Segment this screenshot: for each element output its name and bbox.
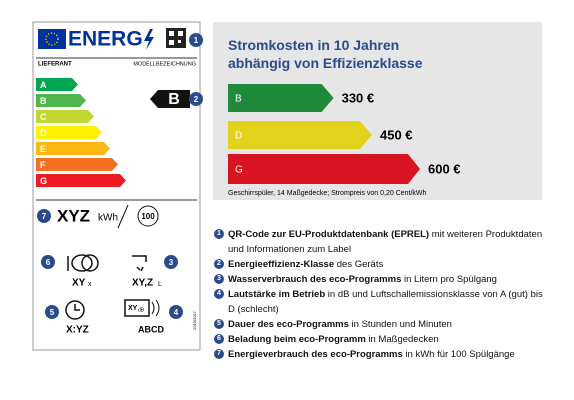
regulation: 2019/2017 bbox=[192, 310, 197, 330]
current-class: B bbox=[168, 91, 180, 108]
clock-icon bbox=[65, 300, 85, 320]
callout bbox=[41, 255, 55, 269]
cycle-icon bbox=[137, 205, 159, 227]
legend-bold: Lautstärke im Betrieb bbox=[228, 289, 326, 300]
callout-number: 7 bbox=[42, 212, 47, 221]
legend-text: des Geräts bbox=[334, 259, 384, 270]
class-letter: B bbox=[40, 96, 47, 106]
qr-code bbox=[166, 28, 186, 48]
energy: XYZ bbox=[57, 206, 90, 225]
value-label: 330 € bbox=[342, 90, 375, 105]
legend-bold: Wasserverbrauch des eco-Programms bbox=[228, 274, 402, 285]
callout-number: 6 bbox=[46, 258, 51, 267]
legend-text: in Litern pro Spülgang bbox=[401, 274, 497, 285]
duration: X:YZ bbox=[66, 325, 89, 336]
legend-number: 2 bbox=[214, 259, 224, 269]
callout-number: 5 bbox=[50, 308, 55, 317]
callout bbox=[169, 305, 183, 319]
bar-category: D bbox=[235, 131, 242, 142]
chart-note: Geschirrspüler, 14 Maßgedecke; Stromprei… bbox=[228, 190, 427, 197]
callout-number: 3 bbox=[169, 258, 174, 267]
legend-item: 4 Lautstärke im Betrieb in dB und Luftsch… bbox=[214, 287, 544, 317]
legend-text: in kWh für 100 Spülgänge bbox=[402, 349, 515, 360]
slash bbox=[117, 204, 129, 229]
legend-item: 7 Energieverbrauch des eco-Programms in k… bbox=[214, 347, 544, 362]
supplier: LIEFERANT bbox=[38, 62, 72, 68]
callout-number: 4 bbox=[174, 308, 179, 317]
legend-bold: QR-Code zur EU-Produktdatenbank (EPREL) bbox=[228, 229, 430, 240]
class-letter: F bbox=[40, 160, 46, 170]
legend-item: 6 Beladung beim eco-Programm in Maßgedeck… bbox=[214, 332, 544, 347]
legend-number: 7 bbox=[214, 349, 224, 359]
class-bar bbox=[36, 110, 94, 123]
legend-bold: Dauer des eco-Programms bbox=[228, 319, 349, 330]
legend-bold: Energieeffizienz-Klasse bbox=[228, 259, 335, 270]
callout-number: 1 bbox=[194, 36, 199, 45]
water-unit: L bbox=[158, 281, 162, 288]
legend-item: 2 Energieeffizienz-Klasse des Geräts bbox=[214, 257, 544, 272]
water: XY,Z bbox=[132, 278, 153, 289]
legend-bold: Energieverbrauch des eco-Programms bbox=[228, 349, 403, 360]
bar-category: B bbox=[235, 94, 242, 105]
faucet-icon bbox=[132, 255, 147, 272]
callout bbox=[37, 209, 51, 223]
callout-number: 2 bbox=[194, 95, 199, 104]
legend-text: in Maßgedecken bbox=[365, 334, 439, 345]
value-label: 450 € bbox=[380, 127, 413, 142]
class-bar bbox=[36, 174, 126, 187]
class-bar bbox=[36, 78, 78, 91]
eu-flag bbox=[38, 29, 66, 49]
legend-list: 1 QR-Code zur EU-Produktdatenbank (EPREL)… bbox=[214, 227, 544, 362]
legend-number: 5 bbox=[214, 319, 224, 329]
legend-number: 1 bbox=[214, 229, 224, 239]
bolt bbox=[144, 29, 154, 50]
capacity: XY bbox=[72, 278, 86, 289]
energy-unit: kWh bbox=[98, 213, 118, 224]
noise-classes: ABCD bbox=[138, 324, 164, 334]
model: MODELLBEZEICHNUNG bbox=[133, 61, 196, 67]
legend-item: 5 Dauer des eco-Programms in Stunden und … bbox=[214, 317, 544, 332]
noise-unit: dB bbox=[138, 307, 145, 313]
legend-number: 4 bbox=[214, 289, 224, 299]
class-bar bbox=[36, 158, 118, 171]
bar-category: G bbox=[235, 165, 243, 176]
class-arrow bbox=[150, 90, 190, 108]
class-letter: D bbox=[40, 128, 47, 138]
class-letter: C bbox=[40, 112, 47, 122]
legend-item: 1 QR-Code zur EU-Produktdatenbank (EPREL)… bbox=[214, 227, 544, 257]
class-letter: E bbox=[40, 144, 46, 154]
callout bbox=[189, 92, 203, 106]
legend-text: in Stunden und Minuten bbox=[348, 319, 452, 330]
class-letter: G bbox=[40, 176, 47, 186]
class-bar bbox=[36, 126, 102, 139]
dishes-icon bbox=[67, 254, 99, 272]
legend-text: in dB und Luftschallemissionsklasse von … bbox=[228, 289, 543, 315]
class-bar bbox=[36, 142, 110, 155]
capacity-unit: x bbox=[88, 281, 92, 288]
value-label: 600 € bbox=[428, 161, 461, 176]
brand: ENERG bbox=[68, 28, 143, 51]
legend-number: 6 bbox=[214, 334, 224, 344]
legend-text: mit weiteren Produktdaten und Informatio… bbox=[228, 229, 543, 255]
class-bar bbox=[36, 94, 86, 107]
legend-bold: Beladung beim eco-Programm bbox=[228, 334, 366, 345]
chart-title: Stromkosten in 10 Jahren abhängig von Ef… bbox=[228, 37, 423, 71]
cycles: 100 bbox=[141, 212, 155, 221]
bar bbox=[228, 154, 420, 184]
bar bbox=[228, 84, 334, 112]
eu-stars bbox=[45, 32, 59, 46]
legend-item: 3 Wasserverbrauch des eco-Programms in Li… bbox=[214, 272, 544, 287]
callout bbox=[45, 305, 59, 319]
speaker-icon bbox=[124, 299, 160, 317]
callout bbox=[164, 255, 178, 269]
noise: XY bbox=[128, 305, 138, 312]
class-letter: A bbox=[40, 80, 47, 90]
legend-number: 3 bbox=[214, 274, 224, 284]
callout bbox=[189, 33, 203, 47]
bar bbox=[228, 121, 372, 149]
